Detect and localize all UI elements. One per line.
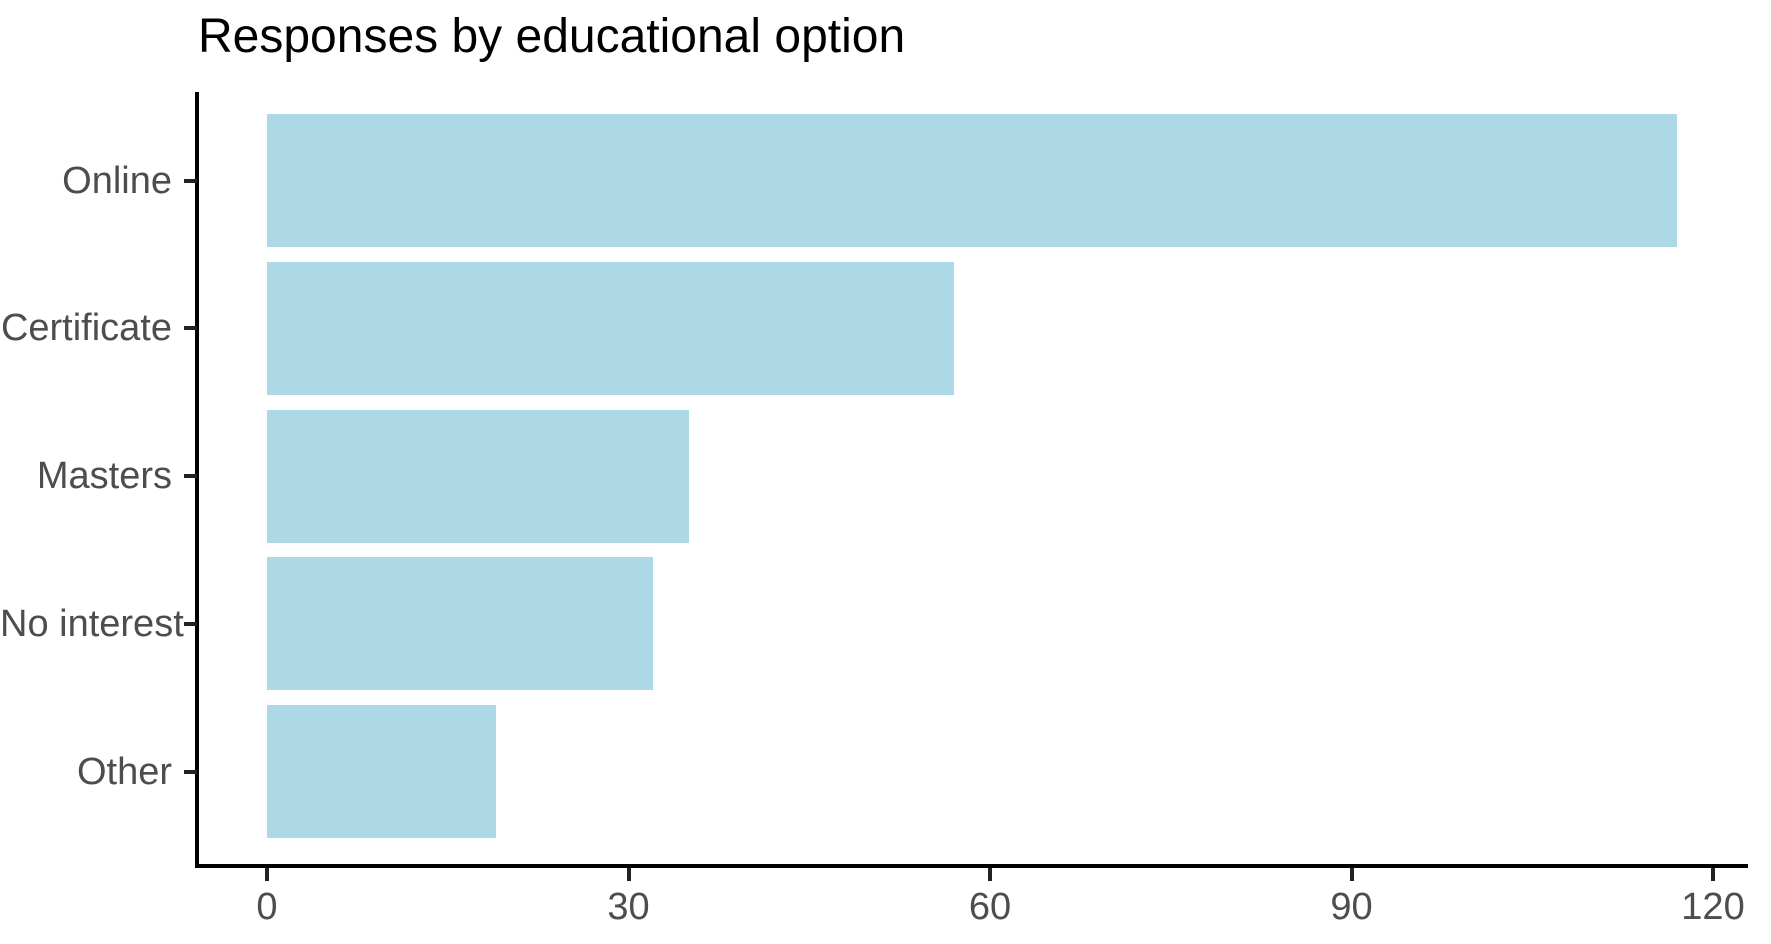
y-axis-label-other: Other: [76, 750, 172, 793]
bar-online: [267, 114, 1677, 247]
y-tick-other: [184, 769, 197, 774]
bar-masters: [267, 409, 689, 543]
x-axis-label-120: 120: [1681, 886, 1745, 928]
y-axis-label-no-interest: No interest: [0, 602, 184, 645]
x-axis-line: [195, 864, 1748, 868]
x-axis-label-0: 0: [256, 886, 278, 928]
y-axis-line: [195, 92, 199, 868]
bar-no-interest: [267, 557, 653, 691]
x-axis-label-90: 90: [1330, 886, 1373, 928]
y-tick-no-interest: [184, 621, 197, 626]
y-tick-masters: [184, 474, 197, 479]
bar-certificate: [267, 261, 954, 395]
x-axis-label-60: 60: [968, 886, 1012, 928]
y-axis-label-masters: Masters: [36, 455, 172, 498]
y-axis-label-certificate: Certificate: [0, 307, 172, 350]
y-axis-label-online: Online: [62, 159, 172, 202]
x-tick-60: [988, 868, 992, 881]
bar-other: [267, 705, 496, 839]
x-axis-label-30: 30: [607, 886, 650, 928]
x-tick-90: [1349, 868, 1354, 881]
y-tick-online: [184, 178, 197, 183]
y-tick-certificate: [184, 326, 197, 331]
chart-title: Responses by educational option: [198, 10, 906, 63]
x-tick-120: [1711, 868, 1715, 881]
x-tick-30: [626, 868, 631, 881]
x-tick-0: [265, 868, 269, 881]
